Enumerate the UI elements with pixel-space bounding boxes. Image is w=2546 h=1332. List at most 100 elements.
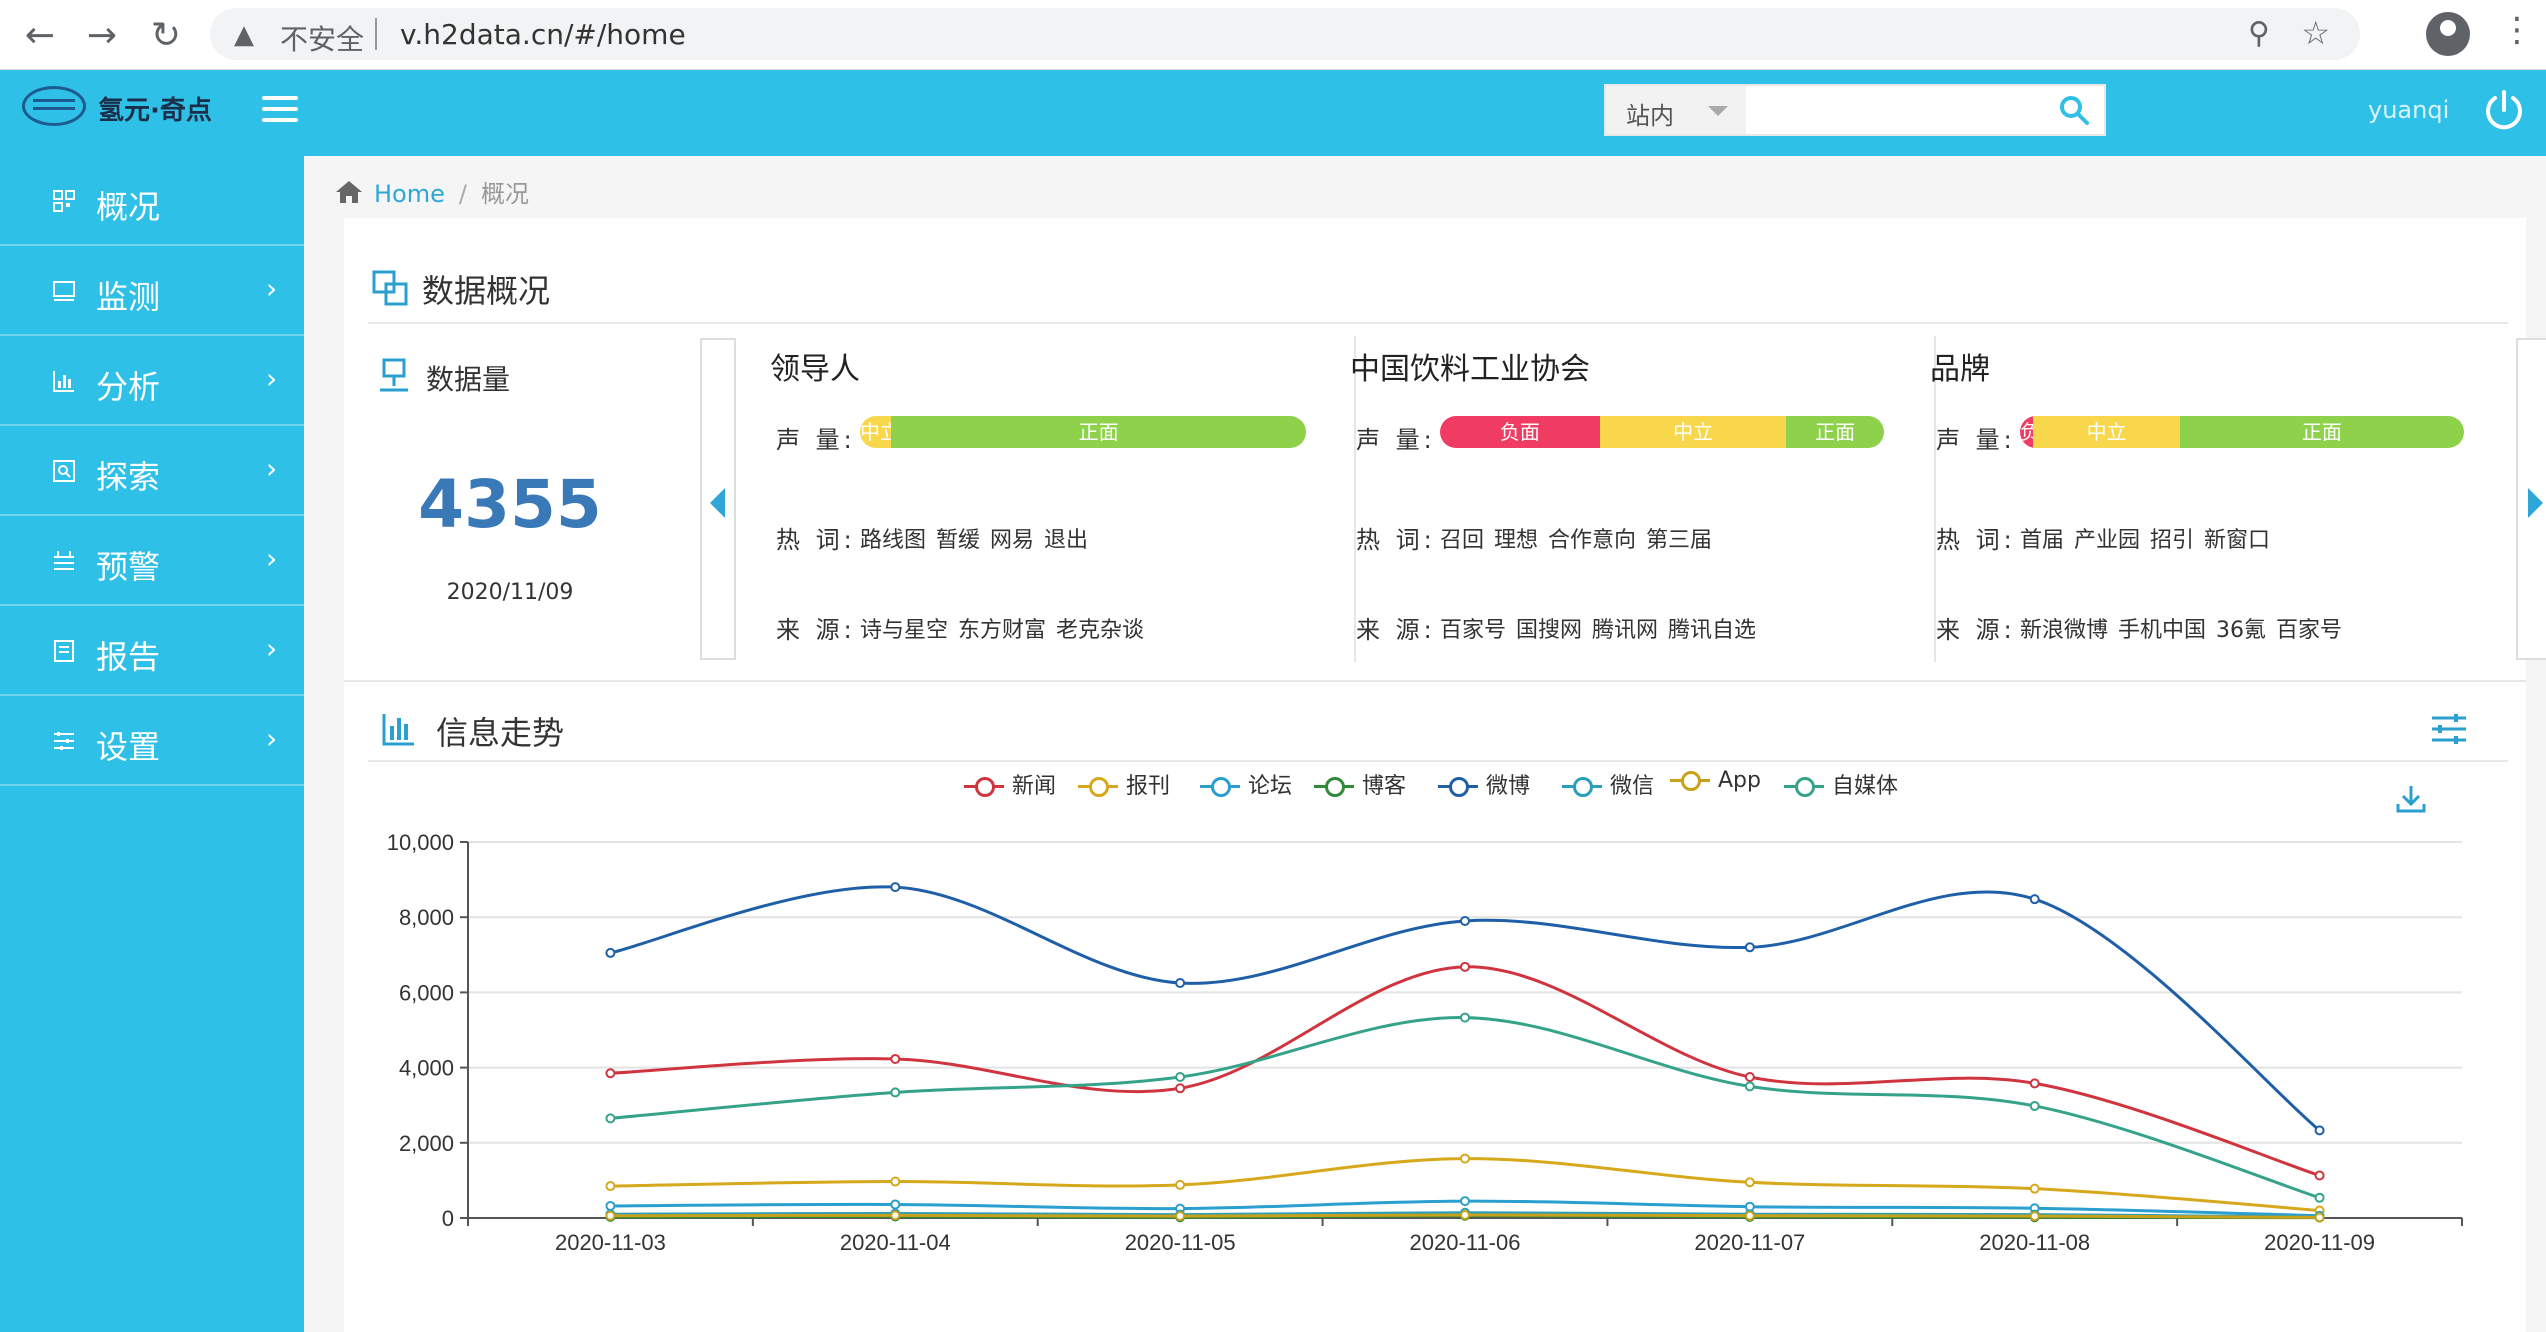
download-icon[interactable] xyxy=(2396,784,2426,814)
topic-card[interactable]: 中国饮料工业协会 声 量: 负面 中立 正面 热 词: 召回 理想 合作意向 第三届 … xyxy=(1350,336,1930,662)
data-point xyxy=(605,1181,616,1192)
source-item[interactable]: 手机中国 xyxy=(2118,618,2207,643)
legend-item[interactable]: 报刊 xyxy=(1078,768,1170,800)
data-count-date: 2020/11/09 xyxy=(446,580,574,605)
source-item[interactable]: 腾讯自选 xyxy=(1668,618,1757,643)
legend-item[interactable]: 博客 xyxy=(1314,768,1406,800)
data-point xyxy=(605,1113,616,1124)
account-avatar-icon[interactable] xyxy=(2426,12,2470,56)
x-tick-label: 2020-11-06 xyxy=(1410,1230,1521,1255)
hot-word[interactable]: 路线图 xyxy=(860,528,927,553)
legend-line-marker-icon xyxy=(1078,776,1118,797)
sidebar-item-alert[interactable]: 预警 › xyxy=(0,516,304,606)
chevron-right-icon: › xyxy=(266,272,278,305)
app-header: 氢元·奇点 站内 yuanqi xyxy=(0,70,2546,156)
address-bar[interactable]: ▲ 不安全 v.h2data.cn/#/home ⚲ ☆ xyxy=(210,8,2360,60)
hot-word[interactable]: 召回 xyxy=(1440,528,1485,553)
legend-item[interactable]: 微博 xyxy=(1438,768,1530,800)
filter-settings-icon[interactable] xyxy=(2430,712,2468,746)
topic-card[interactable]: 领导人 声 量: 中立 正面 热 词: 路线图 暂缓 网易 退出 来 源: 诗与星空东… xyxy=(770,336,1350,662)
hot-word[interactable]: 招引 xyxy=(2150,528,2195,553)
logo-icon xyxy=(22,86,86,126)
arrow-left-icon xyxy=(710,488,725,518)
topic-card[interactable]: 品牌 声 量: 负 中立 正面 热 词: 首届 产业园 招引 新窗口 来 源: 新浪微… xyxy=(1930,336,2510,662)
zoom-icon[interactable]: ⚲ xyxy=(2248,16,2270,51)
sentiment-bar: 负面 中立 正面 xyxy=(1440,416,1884,448)
sentiment-neutral-segment: 中立 xyxy=(860,416,892,448)
carousel-next-button[interactable] xyxy=(2516,338,2546,660)
carousel-prev-button[interactable] xyxy=(700,338,736,660)
source-item[interactable]: 36氪 xyxy=(2216,618,2267,643)
source-item[interactable]: 新浪微博 xyxy=(2020,618,2109,643)
bookmark-star-icon[interactable]: ☆ xyxy=(2301,14,2330,52)
sidebar-item-label: 探索 xyxy=(96,458,161,496)
source-item[interactable]: 百家号 xyxy=(2276,618,2343,643)
search-scope-select[interactable]: 站内 xyxy=(1606,86,1746,134)
hot-word[interactable]: 新窗口 xyxy=(2204,528,2271,553)
breadcrumb: Home / 概况 xyxy=(334,174,529,209)
hot-word[interactable]: 网易 xyxy=(990,528,1035,553)
legend-item[interactable]: 自媒体 xyxy=(1784,768,1898,800)
legend-item[interactable]: App xyxy=(1670,768,1761,793)
data-point xyxy=(605,1068,616,1079)
hot-word[interactable]: 首届 xyxy=(2020,528,2065,553)
url-text[interactable]: v.h2data.cn/#/home xyxy=(400,18,686,51)
breadcrumb-home-link[interactable]: Home xyxy=(374,180,445,208)
source-label: 来 源: xyxy=(1936,616,2016,644)
legend-line-marker-icon xyxy=(1314,776,1354,797)
sidebar-item-explore[interactable]: 探索 › xyxy=(0,426,304,516)
source-item[interactable]: 老克杂谈 xyxy=(1056,618,1145,643)
username[interactable]: yuanqi xyxy=(2368,96,2450,124)
data-point xyxy=(890,1199,901,1210)
data-point xyxy=(1175,1083,1186,1094)
hot-word[interactable]: 退出 xyxy=(1044,528,1089,553)
topic-card-title: 品牌 xyxy=(1930,352,1990,387)
legend-item[interactable]: 新闻 xyxy=(964,768,1056,800)
source-list: 百家号 国搜网 腾讯网 腾讯自选 xyxy=(1440,612,1766,644)
data-count-label: 数据量 xyxy=(426,363,511,396)
sidebar-item-report[interactable]: 报告 › xyxy=(0,606,304,696)
hot-word[interactable]: 产业园 xyxy=(2074,528,2141,553)
source-item[interactable]: 国搜网 xyxy=(1516,618,1583,643)
source-item[interactable]: 诗与星空 xyxy=(860,618,949,643)
y-tick-label: 0 xyxy=(442,1206,454,1231)
source-item[interactable]: 腾讯网 xyxy=(1592,618,1659,643)
sentiment-bar: 负 中立 正面 xyxy=(2020,416,2464,448)
x-tick-label: 2020-11-05 xyxy=(1125,1230,1236,1255)
hot-words-list: 路线图 暂缓 网易 退出 xyxy=(860,522,1098,554)
forward-arrow-icon[interactable]: → xyxy=(86,15,118,56)
x-tick-label: 2020-11-03 xyxy=(555,1230,666,1255)
hot-word[interactable]: 第三届 xyxy=(1646,528,1713,553)
power-icon[interactable] xyxy=(2482,88,2526,132)
hot-words-label: 热 词: xyxy=(1936,526,2016,554)
data-point xyxy=(1460,1153,1470,1164)
data-point xyxy=(1460,1209,1470,1220)
sidebar-item-analysis[interactable]: 分析 › xyxy=(0,336,304,426)
data-point xyxy=(1460,1196,1470,1207)
sidebar-item-settings[interactable]: 设置 › xyxy=(0,696,304,786)
legend-item[interactable]: 微信 xyxy=(1562,768,1654,800)
search-icon[interactable] xyxy=(2058,94,2090,126)
sidebar-item-monitor[interactable]: 监测 › xyxy=(0,246,304,336)
hot-word[interactable]: 暂缓 xyxy=(936,528,981,553)
data-point xyxy=(890,1053,901,1064)
browser-menu-icon[interactable]: ⋮ xyxy=(2500,10,2534,50)
trend-chart-icon xyxy=(382,714,414,746)
search-input[interactable] xyxy=(1750,90,2050,130)
sidebar-item-overview[interactable]: 概况 xyxy=(0,156,304,246)
section-divider xyxy=(368,760,2508,762)
insecure-label: 不安全 xyxy=(280,23,365,56)
legend-label: 微博 xyxy=(1486,774,1531,799)
source-item[interactable]: 百家号 xyxy=(1440,618,1507,643)
data-point xyxy=(2029,894,2040,905)
main-content: Home / 概况 数据概况 数据量 4355 2020/11/09 领导人 声 量… xyxy=(304,156,2546,1332)
source-item[interactable]: 东方财富 xyxy=(958,618,1047,643)
menu-toggle-icon[interactable] xyxy=(262,96,298,126)
back-arrow-icon[interactable]: ← xyxy=(24,15,56,56)
legend-item[interactable]: 论坛 xyxy=(1200,768,1292,800)
reload-icon[interactable]: ↻ xyxy=(150,15,182,56)
hot-word[interactable]: 理想 xyxy=(1494,528,1539,553)
topic-card-title: 领导人 xyxy=(770,352,860,387)
data-point xyxy=(1460,961,1470,972)
hot-word[interactable]: 合作意向 xyxy=(1548,528,1637,553)
